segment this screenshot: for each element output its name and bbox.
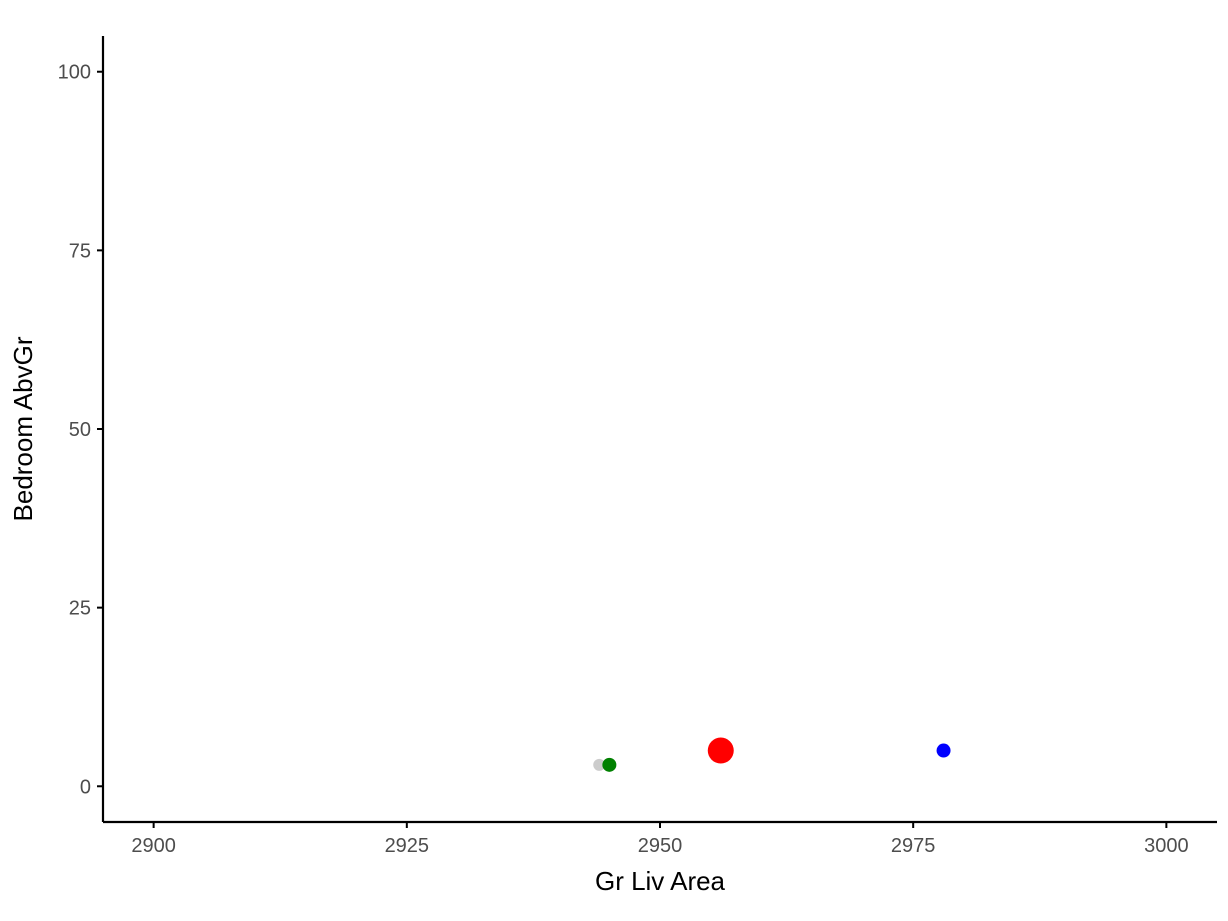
x-axis-title: Gr Liv Area [595,866,726,896]
axes-layer [101,36,1217,824]
scatter-point [707,737,734,764]
y-tick-label: 25 [69,598,91,620]
y-tick-label: 75 [69,240,91,262]
x-tick-label: 2900 [131,835,176,857]
x-tick-label: 2975 [891,835,936,857]
y-tick-label: 100 [58,62,91,84]
scatter-point [936,743,951,758]
y-ticks: 0 25 50 75 100 [58,62,103,798]
x-tick-label: 2925 [385,835,430,857]
points-layer [593,737,951,772]
y-tick-label: 0 [80,776,91,798]
x-tick-label: 3000 [1144,835,1189,857]
scatter-point [593,758,606,771]
scatter-point [602,757,617,772]
x-ticks: 2900 2925 2950 2975 3000 [131,822,1189,857]
x-tick-label: 2950 [638,835,683,857]
y-tick-label: 50 [69,419,91,441]
y-axis-title: Bedroom AbvGr [8,336,38,521]
